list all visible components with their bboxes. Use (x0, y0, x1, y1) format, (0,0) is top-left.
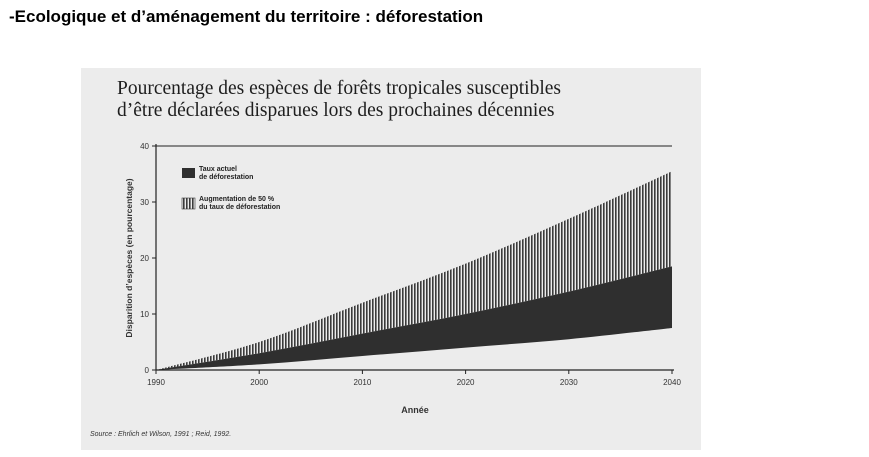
y-tick-label: 0 (145, 366, 150, 375)
series-area-taux-actuel (156, 266, 672, 370)
chart-title-line-1: Pourcentage des espèces de forêts tropic… (117, 78, 562, 99)
chart-title-line-2: d’être déclarées disparues lors des proc… (117, 100, 555, 121)
x-tick-label: 2000 (250, 378, 268, 387)
legend-label-augmentation: du taux de déforestation (199, 204, 280, 211)
legend-label-taux-actuel: Taux actuel (199, 166, 237, 173)
source-note: Source : Ehrlich et Wilson, 1991 ; Reid,… (90, 431, 232, 438)
legend-label-augmentation: Augmentation de 50 % (199, 196, 275, 203)
series-area-augmentation (156, 171, 672, 370)
x-tick-label: 1990 (147, 378, 165, 387)
chart-title: Pourcentage des espèces de forêts tropic… (117, 78, 677, 122)
chart-figure: Pourcentage des espèces de forêts tropic… (81, 68, 701, 450)
y-axis-label: Disparition d’espèces (en pourcentage) (124, 178, 134, 337)
x-axis-label: Année (401, 405, 429, 415)
x-tick-label: 2040 (663, 378, 681, 387)
x-tick-label: 2010 (354, 378, 372, 387)
x-tick-label: 2030 (560, 378, 578, 387)
y-tick-label: 30 (140, 198, 149, 207)
plot-areas (156, 171, 672, 370)
x-tick-label: 2020 (457, 378, 475, 387)
legend-swatch-augmentation (181, 197, 196, 210)
y-tick-label: 40 (140, 142, 149, 151)
legend-swatch-taux-actuel (182, 168, 195, 178)
slide-heading: -Ecologique et d’aménagement du territoi… (9, 7, 484, 26)
y-tick-label: 10 (140, 310, 149, 319)
y-tick-label: 20 (140, 254, 149, 263)
legend-label-taux-actuel: de déforestation (199, 174, 253, 181)
